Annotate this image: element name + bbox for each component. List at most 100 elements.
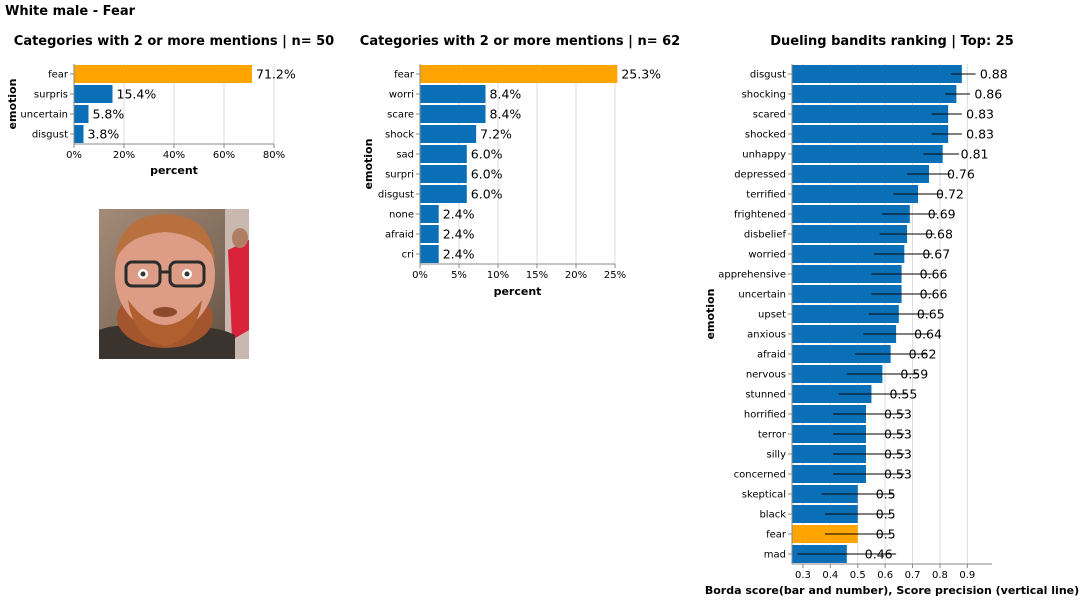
category-label: silly (767, 450, 787, 461)
x-tick-label: 80% (263, 150, 285, 161)
category-label: terrified (746, 190, 786, 201)
bar-silly (792, 445, 866, 463)
bar-worri (420, 85, 486, 103)
x-tick-label: 60% (213, 150, 235, 161)
bar-stunned (792, 385, 872, 403)
value-label: 8.4% (490, 107, 522, 122)
bar-terror (792, 425, 866, 443)
bar-disgust (74, 125, 84, 143)
bar-apprehensive (792, 265, 902, 283)
value-label: 7.2% (480, 127, 512, 142)
x-tick-label: 20% (113, 150, 135, 161)
category-label: scared (753, 110, 786, 121)
bar-afraid (420, 225, 439, 243)
category-label: surpri (385, 170, 414, 181)
chart-title: Categories with 2 or more mentions | n= … (360, 34, 680, 49)
x-axis-label: percent (494, 285, 542, 298)
value-label: 0.53 (884, 427, 912, 442)
category-label: apprehensive (718, 270, 786, 281)
value-label: 0.83 (966, 127, 994, 142)
value-label: 0.86 (974, 87, 1002, 102)
category-label: afraid (757, 350, 786, 361)
bar-fear (420, 65, 618, 83)
bar-concerned (792, 465, 866, 483)
category-label: shock (385, 130, 414, 141)
category-label: unhappy (742, 150, 786, 161)
bar-disbelief (792, 225, 908, 243)
value-label: 0.53 (884, 407, 912, 422)
bar-disgust (792, 65, 962, 83)
value-label: 2.4% (443, 207, 475, 222)
value-label: 0.55 (889, 387, 917, 402)
value-label: 0.5 (876, 527, 896, 542)
category-label: scare (387, 110, 414, 121)
value-label: 0.5 (876, 487, 896, 502)
value-label: 0.66 (920, 267, 948, 282)
face-photo (99, 209, 249, 359)
bar-uncertain (792, 285, 902, 303)
bar-surpris (74, 85, 113, 103)
value-label: 0.53 (884, 447, 912, 462)
chart-mentions-n62: Categories with 2 or more mentions | n= … (360, 34, 680, 298)
bar-worried (792, 245, 905, 263)
bar-shocking (792, 85, 957, 103)
x-tick-label: 0.9 (959, 570, 975, 581)
x-tick-label: 0.3 (795, 570, 811, 581)
value-label: 0.69 (928, 207, 956, 222)
value-label: 0.68 (925, 227, 953, 242)
category-label: fear (766, 530, 787, 541)
category-label: depressed (734, 170, 786, 181)
value-label: 5.8% (93, 107, 125, 122)
x-tick-label: 0% (412, 270, 428, 281)
x-axis-label: percent (150, 164, 198, 177)
value-label: 0.5 (876, 507, 896, 522)
value-label: 2.4% (443, 247, 475, 262)
x-tick-label: 0.5 (850, 570, 866, 581)
value-label: 0.81 (961, 147, 989, 162)
bar-upset (792, 305, 899, 323)
value-label: 6.0% (471, 167, 503, 182)
category-label: sad (396, 150, 414, 161)
category-label: disbelief (744, 230, 787, 241)
category-label: terror (758, 430, 787, 441)
bar-frightened (792, 205, 910, 223)
bar-unhappy (792, 145, 943, 163)
bar-nervous (792, 365, 883, 383)
x-axis-label: Borda score(bar and number), Score preci… (705, 584, 1079, 597)
category-label: afraid (385, 230, 414, 241)
category-label: black (759, 510, 786, 521)
value-label: 6.0% (471, 147, 503, 162)
category-label: upset (758, 310, 786, 321)
value-label: 0.72 (936, 187, 964, 202)
bar-none (420, 205, 439, 223)
category-label: mad (764, 550, 786, 561)
x-tick-label: 0.8 (932, 570, 948, 581)
category-label: none (389, 210, 414, 221)
bar-scared (792, 105, 949, 123)
category-label: skeptical (742, 490, 786, 501)
category-label: fear (394, 70, 415, 81)
value-label: 0.46 (865, 547, 893, 562)
category-label: horrified (744, 410, 786, 421)
category-label: surpris (34, 90, 68, 101)
y-axis-label: emotion (6, 79, 19, 130)
page-title: White male - Fear (5, 4, 136, 19)
bar-terrified (792, 185, 919, 203)
value-label: 25.3% (621, 67, 661, 82)
value-label: 2.4% (443, 227, 475, 242)
bar-disgust (420, 185, 467, 203)
category-label: uncertain (20, 110, 68, 121)
value-label: 0.62 (909, 347, 937, 362)
chart-mentions-n50: Categories with 2 or more mentions | n= … (6, 34, 334, 177)
category-label: shocking (742, 90, 786, 101)
value-label: 0.65 (917, 307, 945, 322)
value-label: 0.64 (914, 327, 942, 342)
category-label: uncertain (738, 290, 786, 301)
bar-fear (74, 65, 252, 83)
category-label: fear (48, 70, 69, 81)
bar-cri (420, 245, 439, 263)
category-label: disgust (378, 190, 414, 201)
value-label: 0.67 (922, 247, 950, 262)
category-label: disgust (750, 70, 786, 81)
